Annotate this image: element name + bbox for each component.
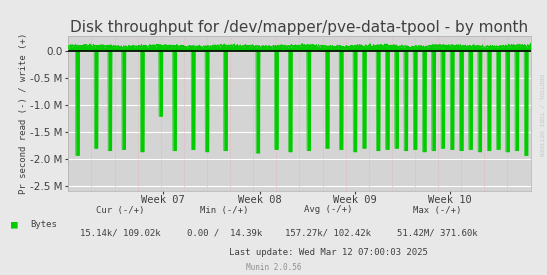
Text: Munin 2.0.56: Munin 2.0.56: [246, 263, 301, 272]
Text: Bytes: Bytes: [30, 220, 57, 229]
Title: Disk throughput for /dev/mapper/pve-data-tpool - by month: Disk throughput for /dev/mapper/pve-data…: [71, 20, 528, 35]
Text: Cur (-/+): Cur (-/+): [96, 205, 144, 215]
Text: 157.27k/ 102.42k: 157.27k/ 102.42k: [285, 229, 371, 238]
Text: Min (-/+): Min (-/+): [200, 205, 248, 215]
Y-axis label: Pr second read (-) / write (+): Pr second read (-) / write (+): [19, 33, 27, 194]
Text: 15.14k/ 109.02k: 15.14k/ 109.02k: [80, 229, 161, 238]
Text: Avg (-/+): Avg (-/+): [304, 205, 352, 215]
Text: ■: ■: [11, 219, 18, 229]
Text: 51.42M/ 371.60k: 51.42M/ 371.60k: [397, 229, 478, 238]
Text: RRDTOOL / TOBI OETIKER: RRDTOOL / TOBI OETIKER: [538, 74, 543, 157]
Text: 0.00 /  14.39k: 0.00 / 14.39k: [187, 229, 262, 238]
Text: Max (-/+): Max (-/+): [414, 205, 462, 215]
Text: Last update: Wed Mar 12 07:00:03 2025: Last update: Wed Mar 12 07:00:03 2025: [229, 248, 428, 257]
